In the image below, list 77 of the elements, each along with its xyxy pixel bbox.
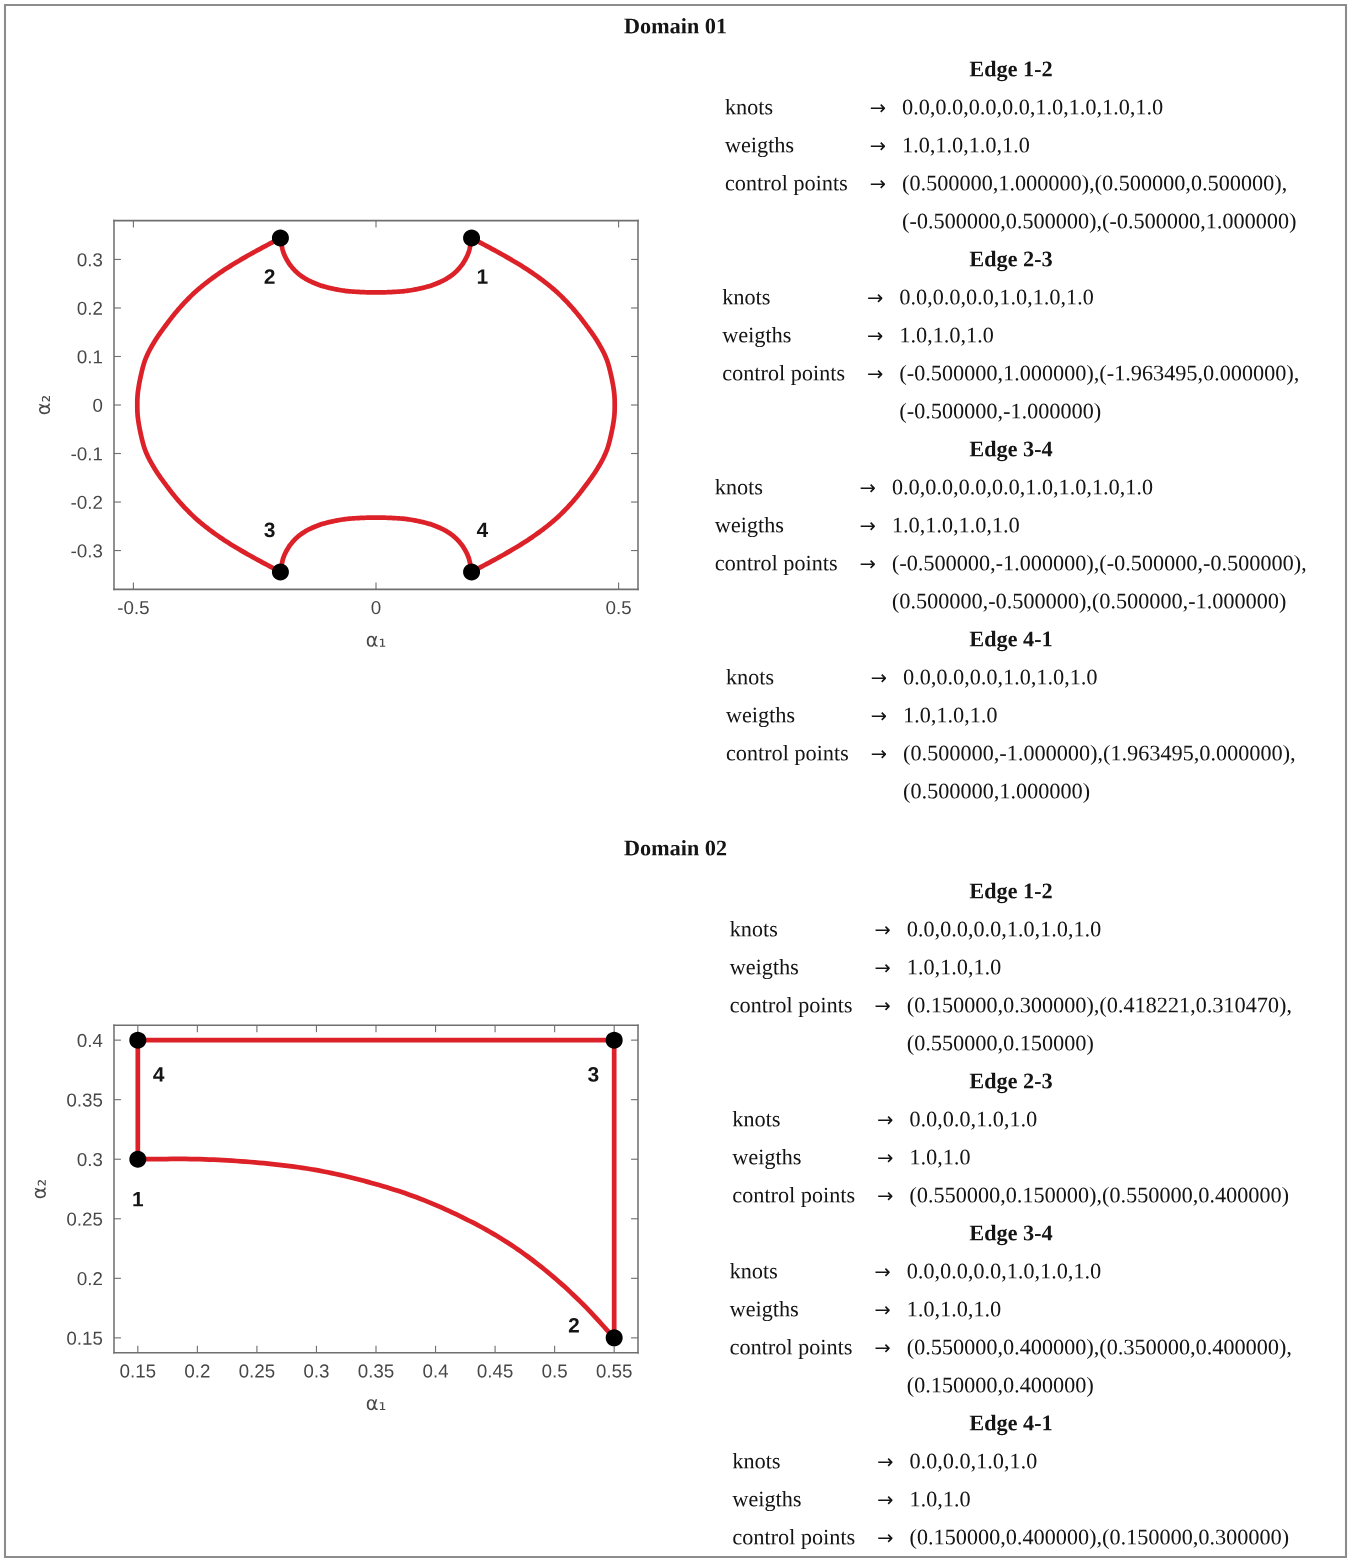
text: weigths → 1.0,1.0,1.0 (725, 706, 997, 728)
x-tick-label: -0.5 (118, 600, 149, 615)
y-tick-label: 0.15 (67, 1331, 103, 1345)
y-tick-label: -0.2 (71, 495, 102, 510)
text: control points → (-0.500000,-1.000000),(-0.500000,-0.500000), (715, 554, 1306, 576)
text: weigths → 1.0,1.0,1.0 (729, 1300, 1001, 1322)
text: weigths → 1.0,1.0 (732, 1148, 970, 1170)
text: Edge 4-1 (969, 630, 1052, 652)
x-tick-label: 0 (371, 600, 381, 615)
chart-title: Domain 01 (624, 17, 726, 34)
text: control points → (0.150000,0.300000),(0.418221,0.310470), (730, 996, 1291, 1018)
x-axis-title: α₁ (366, 635, 386, 647)
chart-title: Domain 02 (624, 839, 727, 856)
x-tick-label: 0.35 (358, 1364, 394, 1378)
y-tick-label: -0.1 (71, 447, 102, 461)
y-axis-title: α₂ (34, 1179, 46, 1199)
x-tick-label: 0.5 (542, 1364, 567, 1378)
text: Edge 3-4 (969, 1224, 1053, 1246)
x-tick-label: 0.2 (185, 1364, 210, 1378)
y-tick-label: 0.3 (77, 253, 103, 267)
annotation: 2 (568, 1317, 579, 1333)
text: control points → (0.150000,0.400000),(0.150000,0.300000) (733, 1528, 1289, 1550)
text: knots → 0.0,0.0,0.0,1.0,1.0,1.0 (730, 920, 1101, 940)
text: Edge 3-4 (969, 440, 1053, 462)
annotation: 4 (476, 522, 489, 538)
text: (-0.500000,0.500000),(-0.500000,1.000000) (903, 212, 1296, 234)
x-tick-label: 0.45 (477, 1364, 513, 1378)
text: knots → 0.0,0.0,0.0,0.0,1.0,1.0,1.0,1.0 (715, 478, 1153, 498)
annotation: 3 (588, 1067, 599, 1082)
text: Edge 4-1 (969, 1414, 1052, 1436)
text: control points → (0.550000,0.150000),(0.550000,0.400000) (733, 1186, 1289, 1208)
x-tick-label: 0.5 (606, 600, 631, 615)
text: weigths → 1.0,1.0,1.0 (729, 958, 1001, 980)
text: weigths → 1.0,1.0,1.0,1.0 (714, 516, 1019, 538)
annotation: 3 (264, 522, 275, 538)
y-axis-title: α₂ (39, 395, 51, 415)
x-tick-label: 0.55 (596, 1364, 632, 1378)
text: (0.550000,0.150000) (907, 1034, 1093, 1056)
y-tick-label: -0.3 (71, 544, 103, 558)
y-tick-label: 0.4 (77, 1033, 103, 1048)
text: knots → 0.0,0.0,1.0,1.0 (732, 1110, 1037, 1130)
text: (0.500000,1.000000) (904, 782, 1090, 804)
annotation: 1 (133, 1191, 144, 1207)
text: (0.150000,0.400000) (907, 1376, 1093, 1398)
y-tick-label: 0 (93, 398, 103, 412)
annotation: 4 (153, 1067, 165, 1082)
text: control points → (0.550000,0.400000),(0.350000,0.400000), (730, 1338, 1291, 1360)
x-tick-label: 0.25 (239, 1364, 275, 1378)
text: Edge 2-3 (969, 250, 1052, 272)
text: Edge 2-3 (969, 1072, 1052, 1094)
text: knots → 0.0,0.0,0.0,1.0,1.0,1.0 (722, 288, 1093, 308)
annotation: 1 (477, 269, 488, 284)
text: control points → (-0.500000,1.000000),(-1.963495,0.000000), (723, 364, 1298, 386)
y-tick-label: 0.2 (77, 1272, 102, 1286)
x-axis-title: α₁ (366, 1399, 386, 1411)
text: weigths → 1.0,1.0 (732, 1490, 970, 1512)
text: knots → 0.0,0.0,1.0,1.0 (732, 1452, 1037, 1472)
x-tick-label: 0.3 (304, 1364, 329, 1378)
y-tick-label: 0.35 (67, 1093, 103, 1107)
y-tick-label: 0.1 (77, 350, 102, 364)
y-tick-label: 0.3 (77, 1152, 103, 1167)
x-tick-label: 0.4 (423, 1364, 449, 1378)
text: (-0.500000,-1.000000) (900, 402, 1101, 424)
text: (0.500000,-0.500000),(0.500000,-1.000000) (892, 592, 1286, 614)
annotation: 2 (264, 269, 275, 284)
text: weigths → 1.0,1.0,1.0,1.0 (724, 136, 1029, 158)
y-tick-label: 0.2 (77, 301, 102, 315)
text: weigths → 1.0,1.0,1.0 (722, 326, 993, 348)
text: control points → (0.500000,1.000000),(0.500000,0.500000), (725, 174, 1286, 196)
text: knots → 0.0,0.0,0.0,1.0,1.0,1.0 (726, 668, 1097, 688)
text: knots → 0.0,0.0,0.0,0.0,1.0,1.0,1.0,1.0 (725, 98, 1163, 118)
y-tick-label: 0.25 (67, 1212, 103, 1226)
x-tick-label: 0.15 (120, 1364, 156, 1378)
text: Edge 1-2 (969, 882, 1052, 904)
text: Edge 1-2 (969, 60, 1052, 82)
text: knots → 0.0,0.0,0.0,1.0,1.0,1.0 (730, 1262, 1101, 1282)
text: control points → (0.500000,-1.000000),(1.963495,0.000000), (726, 744, 1295, 766)
